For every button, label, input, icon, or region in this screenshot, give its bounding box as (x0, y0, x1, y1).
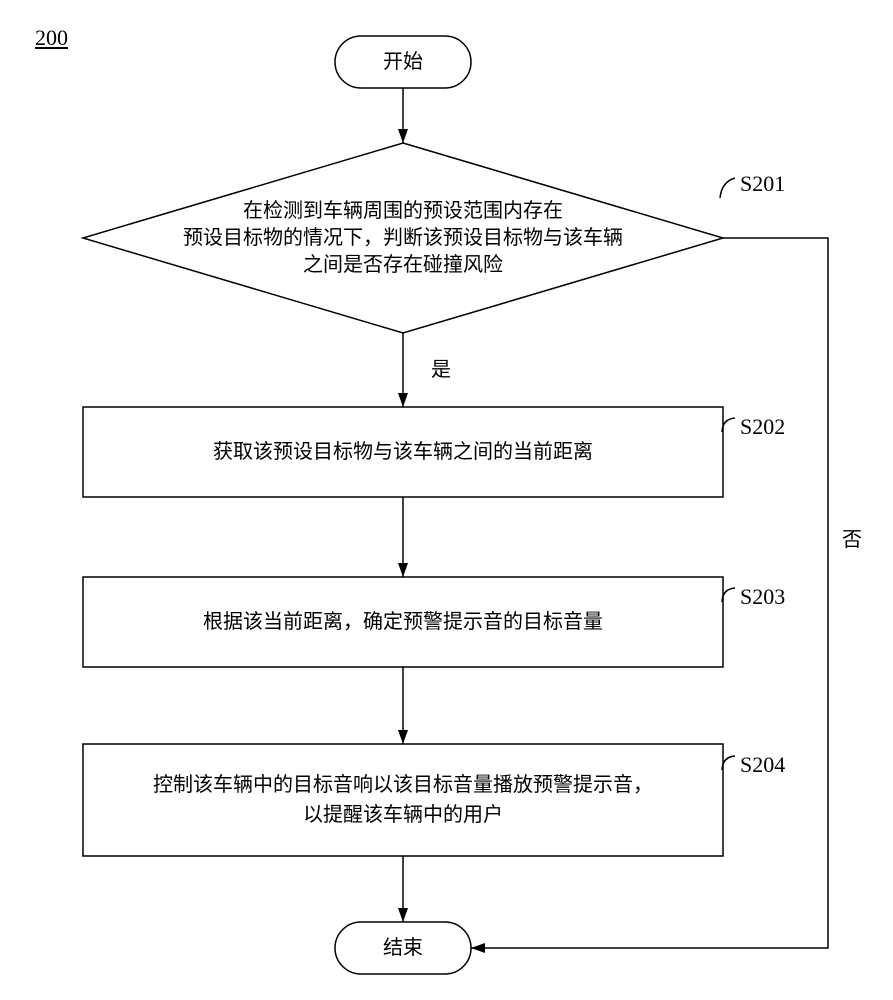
s204-text-line-0: 控制该车辆中的目标音响以该目标音量播放预警提示音， (153, 773, 653, 796)
arrowhead (398, 129, 408, 143)
step-tick-S203 (722, 588, 735, 602)
arrowhead (398, 563, 408, 577)
start-text: 开始 (383, 50, 423, 73)
end-text: 结束 (383, 936, 423, 959)
edge-label-5: 否 (842, 529, 862, 551)
figure-number: 200 (35, 25, 68, 51)
step-tick-S204 (722, 756, 735, 770)
flowchart-svg: 开始在检测到车辆周围的预设范围内存在预设目标物的情况下，判断该预设目标物与该车辆… (0, 0, 893, 1000)
step-label-S201: S201 (740, 171, 785, 196)
s204-text-line-1: 以提醒该车辆中的用户 (303, 803, 503, 826)
arrowhead (398, 730, 408, 744)
s203-text-line-0: 根据该当前距离，确定预警提示音的目标音量 (203, 610, 603, 633)
step-label-S202: S202 (740, 414, 785, 439)
arrowhead (471, 943, 485, 953)
arrowhead (398, 908, 408, 922)
decision-text-line-0: 在检测到车辆周围的预设范围内存在 (243, 199, 563, 222)
step-label-S204: S204 (740, 752, 785, 777)
step-label-S203: S203 (740, 584, 785, 609)
s204-shape (83, 744, 723, 856)
arrowhead (398, 393, 408, 407)
decision-text-line-1: 预设目标物的情况下，判断该预设目标物与该车辆 (183, 226, 623, 249)
decision-text-line-2: 之间是否存在碰撞风险 (303, 253, 503, 276)
edge-label-1: 是 (431, 359, 451, 381)
step-tick-S202 (722, 418, 735, 432)
step-tick-S201 (720, 178, 735, 198)
s202-text-line-0: 获取该预设目标物与该车辆之间的当前距离 (213, 440, 593, 463)
